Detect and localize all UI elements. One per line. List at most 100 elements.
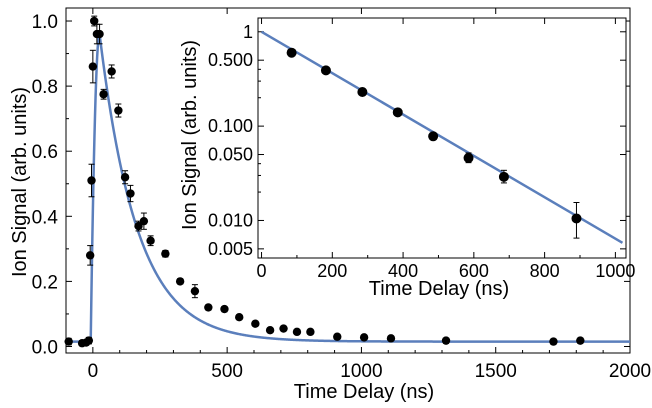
main-x-tick-label: 0 xyxy=(88,361,99,382)
main-marker xyxy=(87,176,96,185)
main-marker xyxy=(126,189,135,198)
main-data-point xyxy=(139,212,149,230)
main-marker xyxy=(114,106,123,115)
main-data-point xyxy=(204,303,213,312)
inset-x-tick-label: 400 xyxy=(388,261,418,281)
main-data-point xyxy=(333,332,342,341)
inset-x-tick-label: 0 xyxy=(257,261,267,281)
inset-chart: 0 200 400 600 800 1000 1 0.500 0.100 0.050 0.010 0.… xyxy=(179,17,635,300)
main-plot-frame xyxy=(65,7,631,354)
main-x-axis-title: Time Delay (ns) xyxy=(294,381,434,403)
inset-y-tick-label: 0.010 xyxy=(208,210,253,230)
main-marker xyxy=(84,336,94,345)
inset-data-point xyxy=(498,169,509,184)
main-data-point xyxy=(306,327,315,337)
main-data-point xyxy=(99,88,108,100)
inset-tick-labels: 0 200 400 600 800 1000 1 0.500 0.100 0.050 0.010 0.… xyxy=(208,22,635,281)
main-marker xyxy=(134,221,143,231)
inset-marker xyxy=(392,107,403,118)
main-data-point xyxy=(114,103,123,118)
main-data-point xyxy=(386,334,396,343)
main-data-point xyxy=(88,49,98,84)
main-data-point xyxy=(161,249,170,258)
main-fit-curve-group xyxy=(66,29,630,343)
inset-y-tick-label: 0.005 xyxy=(208,239,253,259)
inset-data-point xyxy=(320,65,331,76)
main-data-point xyxy=(87,163,96,198)
inset-fit-line-group xyxy=(260,30,624,244)
main-data-point xyxy=(84,336,94,345)
inset-x-tick-label: 200 xyxy=(317,261,347,281)
inset-marker xyxy=(463,152,474,163)
main-data-point xyxy=(126,184,135,203)
main-x-tick-label: 1500 xyxy=(475,361,517,382)
inset-marker xyxy=(498,171,509,182)
main-marker xyxy=(139,216,149,226)
main-marker xyxy=(306,327,315,337)
main-marker xyxy=(64,337,73,346)
inset-data-point xyxy=(428,131,439,142)
inset-x-tick-label: 1000 xyxy=(595,261,635,281)
main-data-point xyxy=(292,327,302,337)
main-data-point xyxy=(146,235,155,247)
inset-data-point xyxy=(392,107,403,118)
main-x-tick-label: 1000 xyxy=(340,361,382,382)
main-marker xyxy=(90,16,99,26)
main-data-point xyxy=(441,336,451,345)
main-marker xyxy=(549,337,558,346)
main-data-point xyxy=(251,319,260,328)
inset-data-point xyxy=(357,86,368,97)
main-marker xyxy=(85,251,95,260)
main-marker xyxy=(333,332,342,341)
main-data-point xyxy=(359,333,369,342)
main-marker xyxy=(235,312,244,322)
main-marker xyxy=(146,236,155,245)
main-y-tick-label: 0.8 xyxy=(32,77,58,98)
inset-data-points xyxy=(286,47,582,239)
inset-y-tick-label: 0.500 xyxy=(208,50,253,70)
inset-data-point xyxy=(571,202,582,239)
inset-y-tick-label: 1 xyxy=(243,22,253,42)
main-marker xyxy=(279,324,288,333)
main-marker xyxy=(220,304,229,314)
inset-data-point xyxy=(286,47,297,58)
inset-y-tick-label: 0.100 xyxy=(208,116,253,136)
main-marker xyxy=(99,90,108,99)
main-marker xyxy=(441,336,451,345)
inset-marker xyxy=(357,86,368,97)
main-data-point xyxy=(576,336,585,345)
main-data-point xyxy=(549,337,558,346)
main-y-tick-label: 1.0 xyxy=(32,12,58,33)
main-y-axis-title: Ion Signal (arb. units) xyxy=(9,87,31,277)
main-data-point xyxy=(85,245,95,266)
main-data-point xyxy=(95,23,104,45)
main-marker xyxy=(292,327,302,337)
main-marker xyxy=(386,334,396,343)
main-data-point xyxy=(265,326,275,335)
main-y-tick-label: 0.2 xyxy=(32,272,58,293)
inset-x-tick-label: 800 xyxy=(530,261,560,281)
main-marker xyxy=(88,62,98,71)
main-x-tick-label: 500 xyxy=(211,361,243,382)
main-marker xyxy=(204,303,213,312)
main-marker xyxy=(120,173,130,182)
inset-marker xyxy=(571,213,582,224)
inset-marker xyxy=(428,131,439,142)
main-data-point xyxy=(120,170,130,185)
inset-plot-frame xyxy=(257,17,627,259)
inset-data-point xyxy=(463,152,474,164)
main-fit-curve xyxy=(66,29,630,343)
main-data-point xyxy=(107,64,116,79)
main-data-point xyxy=(175,277,185,286)
main-y-tick-label: 0.4 xyxy=(32,207,59,228)
inset-y-axis-title: Ion Signal (arb. units) xyxy=(179,40,201,230)
main-marker xyxy=(161,249,170,258)
main-marker xyxy=(576,336,585,345)
main-data-point xyxy=(235,312,244,322)
main-data-points xyxy=(64,15,585,348)
inset-y-tick-label: 0.050 xyxy=(208,145,253,165)
